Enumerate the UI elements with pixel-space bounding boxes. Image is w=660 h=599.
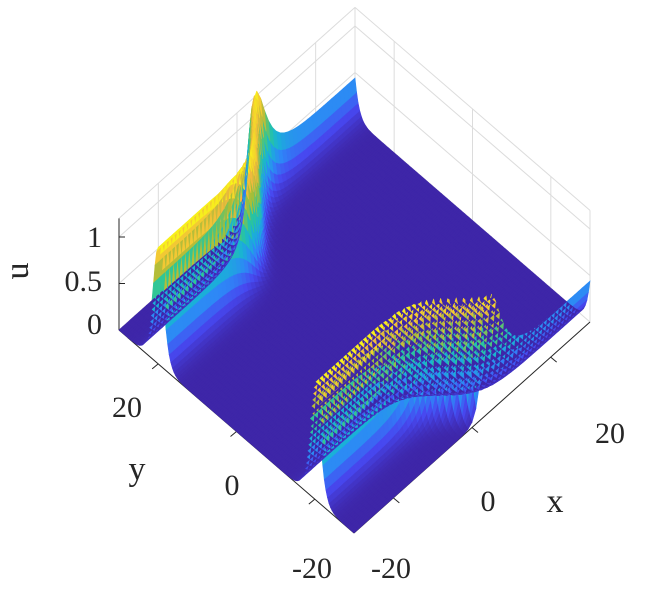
grid-line: [354, 25, 591, 230]
y-tick: [230, 431, 237, 437]
x-tick: [550, 356, 557, 363]
x-tick: [393, 497, 400, 504]
y-tick: [151, 363, 159, 370]
x-tick: [471, 427, 479, 433]
grid-line: [354, 72, 591, 276]
grid-line: [118, 25, 356, 238]
surface-mesh: [118, 77, 591, 534]
y-tick: [308, 498, 316, 505]
